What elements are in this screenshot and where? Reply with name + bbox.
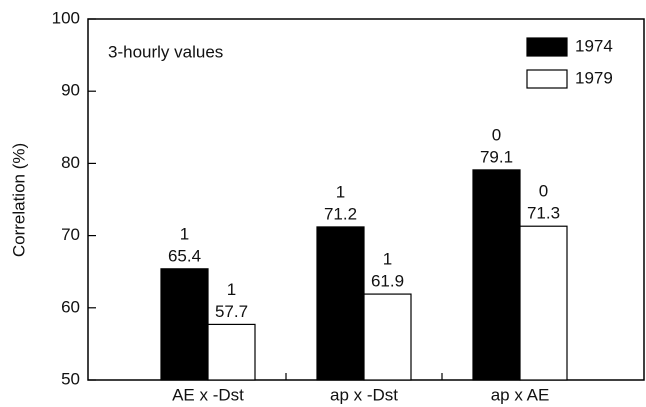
bar	[207, 323, 256, 381]
y-tick-label: 90	[61, 81, 80, 100]
y-tick-label: 60	[61, 297, 80, 316]
legend-swatch	[526, 37, 568, 57]
value-label: 71.3	[527, 204, 560, 223]
annotation: 3-hourly values	[108, 42, 223, 61]
legend-label: 1979	[575, 68, 613, 87]
bar	[160, 268, 209, 381]
value-label: 57.7	[215, 302, 248, 321]
value-label: 71.2	[324, 204, 357, 223]
top-label: 1	[180, 224, 189, 243]
legend-label: 1974	[575, 36, 613, 55]
top-label: 1	[383, 250, 392, 269]
value-label: 79.1	[480, 147, 513, 166]
y-tick-label: 100	[52, 8, 80, 27]
y-axis-label: Correlation (%)	[9, 143, 28, 257]
top-label: 0	[492, 125, 501, 144]
y-tick-label: 50	[61, 369, 80, 388]
bar	[519, 225, 568, 381]
bar	[316, 226, 365, 381]
top-label: 1	[227, 280, 236, 299]
top-label: 1	[336, 182, 345, 201]
x-tick-label: ap x -Dst	[330, 385, 398, 404]
top-label: 0	[539, 182, 548, 201]
value-label: 65.4	[168, 246, 201, 265]
legend-swatch	[526, 69, 568, 89]
y-tick-label: 70	[61, 225, 80, 244]
x-tick-label: AE x -Dst	[172, 385, 244, 404]
y-tick-label: 80	[61, 153, 80, 172]
value-label: 61.9	[371, 272, 404, 291]
x-tick-label: ap x AE	[491, 385, 550, 404]
bar	[472, 169, 521, 381]
bar	[363, 293, 412, 381]
